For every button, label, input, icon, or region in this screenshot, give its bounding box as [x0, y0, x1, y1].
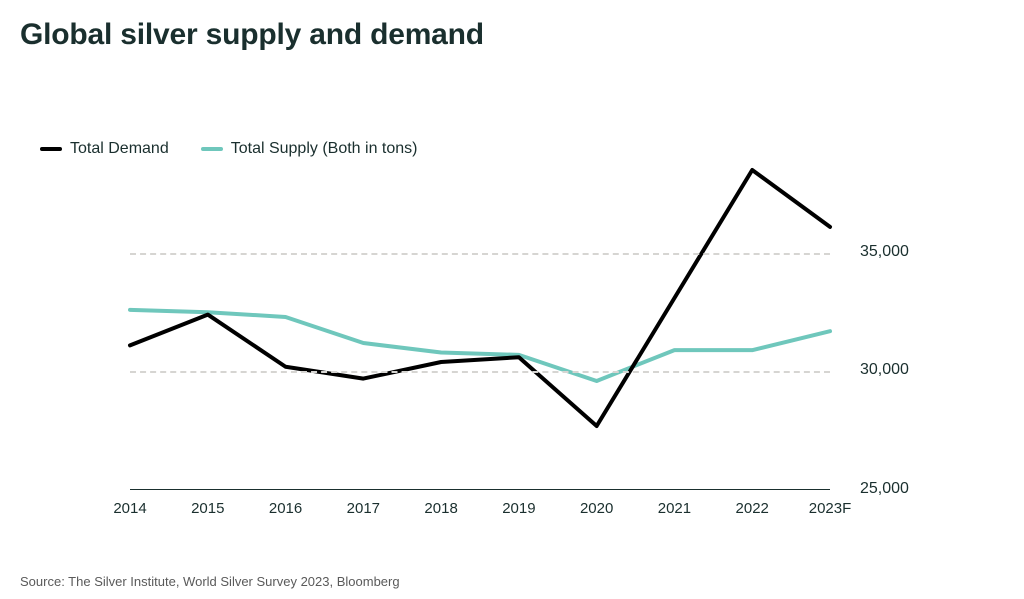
- x-tick-label: 2021: [658, 500, 691, 517]
- legend: Total Demand Total Supply (Both in tons): [40, 140, 417, 158]
- x-tick-label: 2023F: [809, 500, 852, 517]
- legend-item-supply: Total Supply (Both in tons): [201, 140, 418, 158]
- x-tick-label: 2016: [269, 500, 302, 517]
- x-tick-label: 2020: [580, 500, 613, 517]
- legend-label-demand: Total Demand: [70, 140, 169, 158]
- legend-label-supply: Total Supply (Both in tons): [231, 140, 418, 158]
- line-supply: [130, 310, 830, 381]
- gridline: [130, 371, 830, 373]
- line-demand: [130, 170, 830, 426]
- x-tick-label: 2017: [347, 500, 380, 517]
- x-tick-label: 2015: [191, 500, 224, 517]
- x-tick-label: 2018: [424, 500, 457, 517]
- legend-swatch-demand: [40, 147, 62, 151]
- chart-plot-area: [130, 170, 830, 490]
- x-tick-label: 2022: [736, 500, 769, 517]
- legend-swatch-supply: [201, 147, 223, 151]
- y-tick-label: 35,000: [860, 243, 909, 261]
- x-tick-label: 2019: [502, 500, 535, 517]
- gridline: [130, 253, 830, 255]
- legend-item-demand: Total Demand: [40, 140, 169, 158]
- x-tick-label: 2014: [113, 500, 146, 517]
- chart-lines: [130, 170, 830, 490]
- y-tick-label: 30,000: [860, 361, 909, 379]
- chart-title: Global silver supply and demand: [20, 18, 484, 52]
- y-tick-label: 25,000: [860, 480, 909, 498]
- source-text: Source: The Silver Institute, World Silv…: [20, 574, 400, 589]
